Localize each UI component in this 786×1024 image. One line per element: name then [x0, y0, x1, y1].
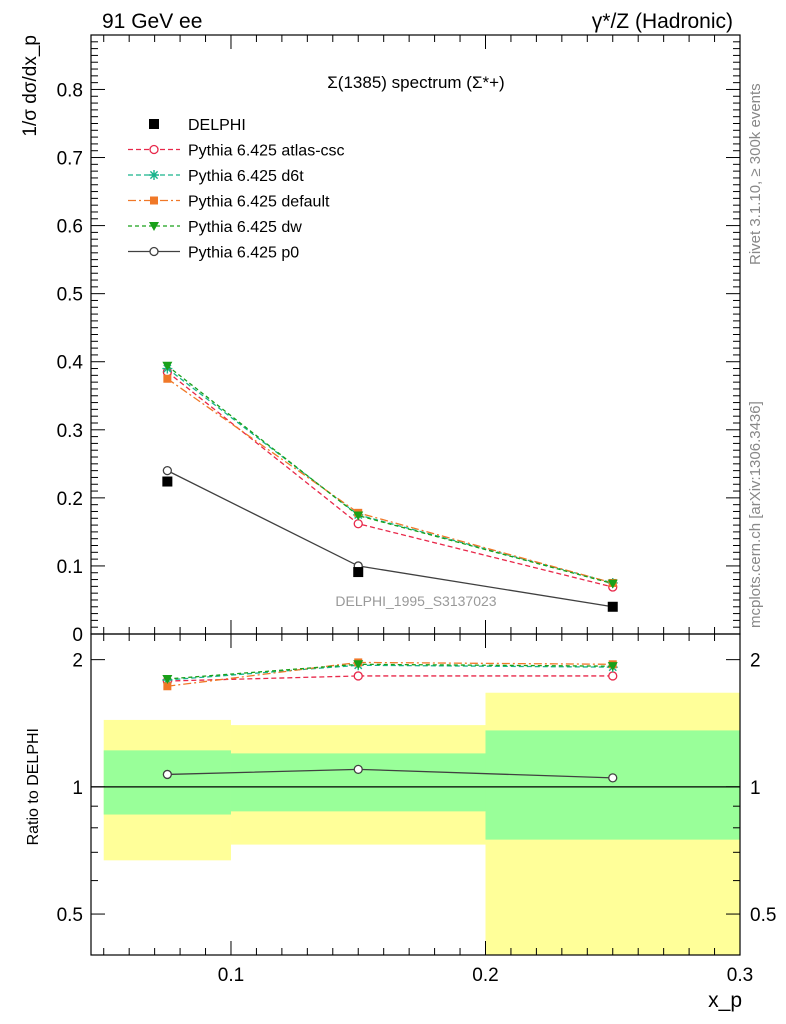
main-ytick-label: 0.8 — [57, 80, 83, 101]
rivet-label: Rivet 3.1.10, ≥ 300k events — [747, 83, 764, 265]
main-series-line-2 — [166, 378, 613, 584]
legend-marker-2 — [150, 196, 158, 205]
ratio-ytick-label: 2 — [72, 651, 83, 672]
main-ytick-label: 0.2 — [57, 489, 83, 510]
legend-label-delphi: DELPHI — [188, 117, 246, 134]
ratio-series-line-0 — [167, 675, 613, 682]
legend-label-1: Pythia 6.425 d6t — [188, 168, 304, 185]
main-series-point-4 — [162, 465, 173, 476]
main-series-line-4 — [167, 470, 613, 608]
ratio-series-point-3 — [607, 662, 618, 672]
ratio-series-point-3 — [353, 660, 364, 670]
ratio-series-point-2 — [163, 682, 172, 691]
ratio-series-point-4 — [162, 769, 173, 780]
main-series-point-0 — [353, 519, 363, 529]
ratio-ytick-label: 1 — [72, 778, 83, 799]
delphi-point — [353, 567, 364, 578]
main-title: Σ(1385) spectrum (Σ*+) — [327, 73, 504, 92]
band-green-0 — [103, 750, 231, 815]
ratio-ytick-label-right: 0.5 — [750, 905, 776, 926]
main-ytick-label: 0.6 — [57, 217, 83, 238]
main-ytick-label: 0.4 — [57, 353, 84, 374]
ratio-series-line-1 — [167, 664, 613, 681]
header-left: 91 GeV ee — [102, 10, 202, 33]
band-green-1 — [230, 753, 486, 812]
main-ylabel: 1/σ dσ/dx_p — [20, 35, 41, 137]
main-ytick-label: 0.3 — [57, 421, 83, 442]
ratio-plot: 0.1 0.2 0.3 0.5 0.5 1 1 2 2 — [57, 633, 776, 986]
ratio-ytick-label: 0.5 — [57, 905, 83, 926]
main-ytick-label: 0 — [72, 625, 83, 646]
ratio-xlabel: x_p — [708, 989, 742, 1012]
ratio-frame — [90, 633, 741, 956]
main-ytick-label: 0.5 — [57, 285, 83, 306]
delphi-point — [162, 476, 173, 487]
main-plot: 0 0.1 0.2 0.3 0.4 0.5 0.6 0.7 0.8 — [57, 34, 741, 646]
header-right: γ*/Z (Hadronic) — [592, 10, 733, 33]
ratio-series-point-4 — [353, 764, 363, 775]
ratio-xtick-label: 0.3 — [727, 965, 753, 986]
legend-marker-delphi — [149, 119, 159, 129]
legend-label-4: Pythia 6.425 p0 — [188, 245, 299, 262]
ratio-xtick-label: 0.2 — [472, 965, 498, 986]
main-series-line-1 — [166, 368, 613, 584]
main-series-line-0 — [166, 371, 613, 588]
ratio-ytick-label-right: 2 — [750, 651, 761, 672]
main-series-point-3 — [162, 361, 173, 371]
legend: DELPHI Pythia 6.425 atlas-csc Pythia 6.425… — [128, 117, 345, 262]
main-series-point-2 — [163, 374, 172, 383]
legend-marker-3 — [149, 222, 159, 231]
main-ytick-label: 0.1 — [57, 557, 83, 578]
legend-label-0: Pythia 6.425 atlas-csc — [188, 143, 345, 160]
mcplots-label: mcplots.cern.ch [arXiv:1306.3436] — [747, 401, 764, 628]
ratio-ytick-label-right: 1 — [750, 778, 761, 799]
ratio-series-point-3 — [162, 674, 173, 684]
legend-marker-0 — [149, 144, 159, 155]
main-series-point-3 — [353, 511, 364, 521]
main-series-point-3 — [607, 579, 618, 589]
ratio-series-point-0 — [353, 671, 363, 681]
main-ytick-label: 0.7 — [57, 149, 83, 170]
main-series-line-3 — [166, 365, 613, 585]
legend-marker-4 — [149, 246, 159, 257]
watermark: DELPHI_1995_S3137023 — [335, 593, 496, 609]
band-green-2 — [485, 730, 740, 840]
legend-label-2: Pythia 6.425 default — [188, 194, 330, 211]
ratio-series-point-0 — [608, 671, 618, 681]
legend-marker-1 — [149, 170, 159, 180]
ratio-ylabel: Ratio to DELPHI — [25, 728, 42, 845]
legend-label-3: Pythia 6.425 dw — [188, 219, 302, 236]
ratio-xtick-label: 0.1 — [218, 965, 244, 986]
delphi-point — [607, 601, 618, 612]
ratio-series-point-4 — [608, 773, 618, 783]
